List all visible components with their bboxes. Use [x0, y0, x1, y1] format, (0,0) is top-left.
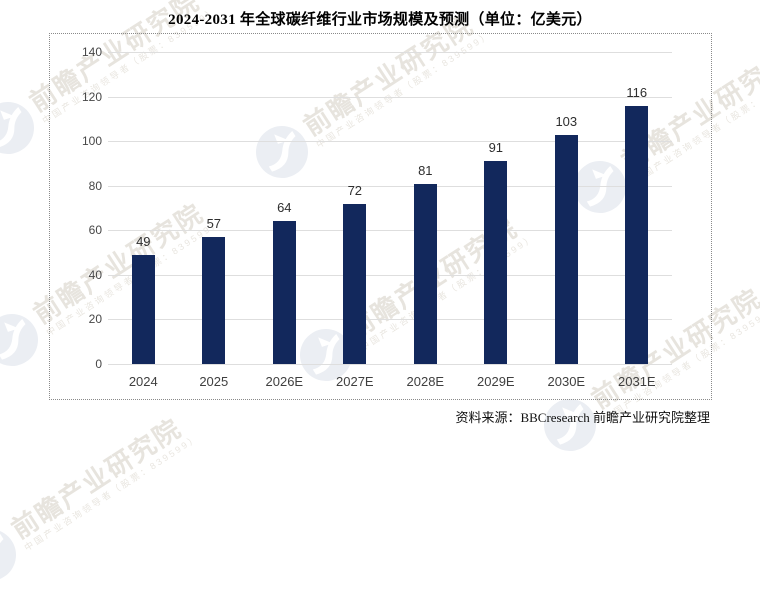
y-axis-tick-label: 0 [95, 357, 102, 371]
bar-value-label: 57 [206, 216, 222, 231]
gridline [108, 274, 672, 276]
gridline [108, 319, 672, 321]
source-note: 资料来源：BBCresearch 前瞻产业研究院整理 [455, 410, 710, 425]
page: { "header": { "title": "2024-2031 年全球碳纤维… [0, 0, 760, 581]
chart-plot-area: 0 20 40 60 80 100 120 140 49 2024 57 2025 64 2026E 72 2… [49, 33, 712, 400]
qianzhan-logo-icon [0, 304, 48, 376]
x-axis-label: 2030E [547, 374, 586, 389]
gridline [108, 141, 672, 143]
x-axis-label: 2029E [477, 374, 515, 389]
bar-2025 [202, 237, 226, 364]
gridline [108, 96, 672, 98]
gridline [108, 230, 672, 232]
bar-2024 [131, 254, 155, 364]
bar-value-label: 72 [347, 182, 363, 198]
page-title: 2024-2031 年全球碳纤维行业市场规模及预测（单位：亿美元） [168, 12, 592, 28]
qianzhan-logo-icon [0, 92, 44, 164]
bar-2029E [484, 161, 508, 364]
y-axis-tick-label: 40 [88, 267, 102, 282]
bar-2031E [625, 105, 649, 364]
bar-value-label: 103 [555, 113, 578, 129]
watermark-group: 前瞻产业研究院中国产业咨询领导者（股票：839599） [0, 403, 205, 591]
x-axis-label: 2031E [618, 374, 656, 389]
gridline [108, 364, 672, 365]
y-axis-tick-label: 20 [88, 312, 102, 327]
watermark-brand-text: 前瞻产业研究院 [6, 412, 187, 545]
watermark-tagline-text: 中国产业咨询领导者（股票：839599） [22, 432, 201, 553]
x-axis-label: 2025 [199, 374, 229, 389]
bar-2030E [554, 134, 578, 364]
y-axis-tick-label: 100 [81, 134, 102, 149]
y-axis-tick-label: 60 [88, 223, 102, 238]
bar-value-label: 64 [277, 200, 292, 216]
bar-2026E [272, 221, 296, 364]
bar-value-label: 49 [136, 233, 151, 249]
x-axis-label: 2024 [128, 374, 158, 389]
y-axis-tick-label: 140 [81, 45, 102, 59]
bar-value-label: 91 [488, 140, 504, 156]
bar-value-label: 81 [418, 162, 433, 178]
bar-2027E [343, 203, 367, 364]
bar-2028E [413, 183, 437, 364]
x-axis-label: 2026E [265, 374, 304, 389]
y-axis-tick-label: 80 [88, 178, 102, 193]
bar-value-label: 116 [626, 84, 648, 100]
y-axis-tick-label: 120 [81, 89, 102, 104]
gridline [108, 185, 672, 187]
qianzhan-logo-icon [0, 519, 26, 591]
gridline [108, 52, 672, 53]
x-axis-label: 2027E [336, 374, 374, 389]
x-axis-label: 2028E [406, 374, 445, 389]
